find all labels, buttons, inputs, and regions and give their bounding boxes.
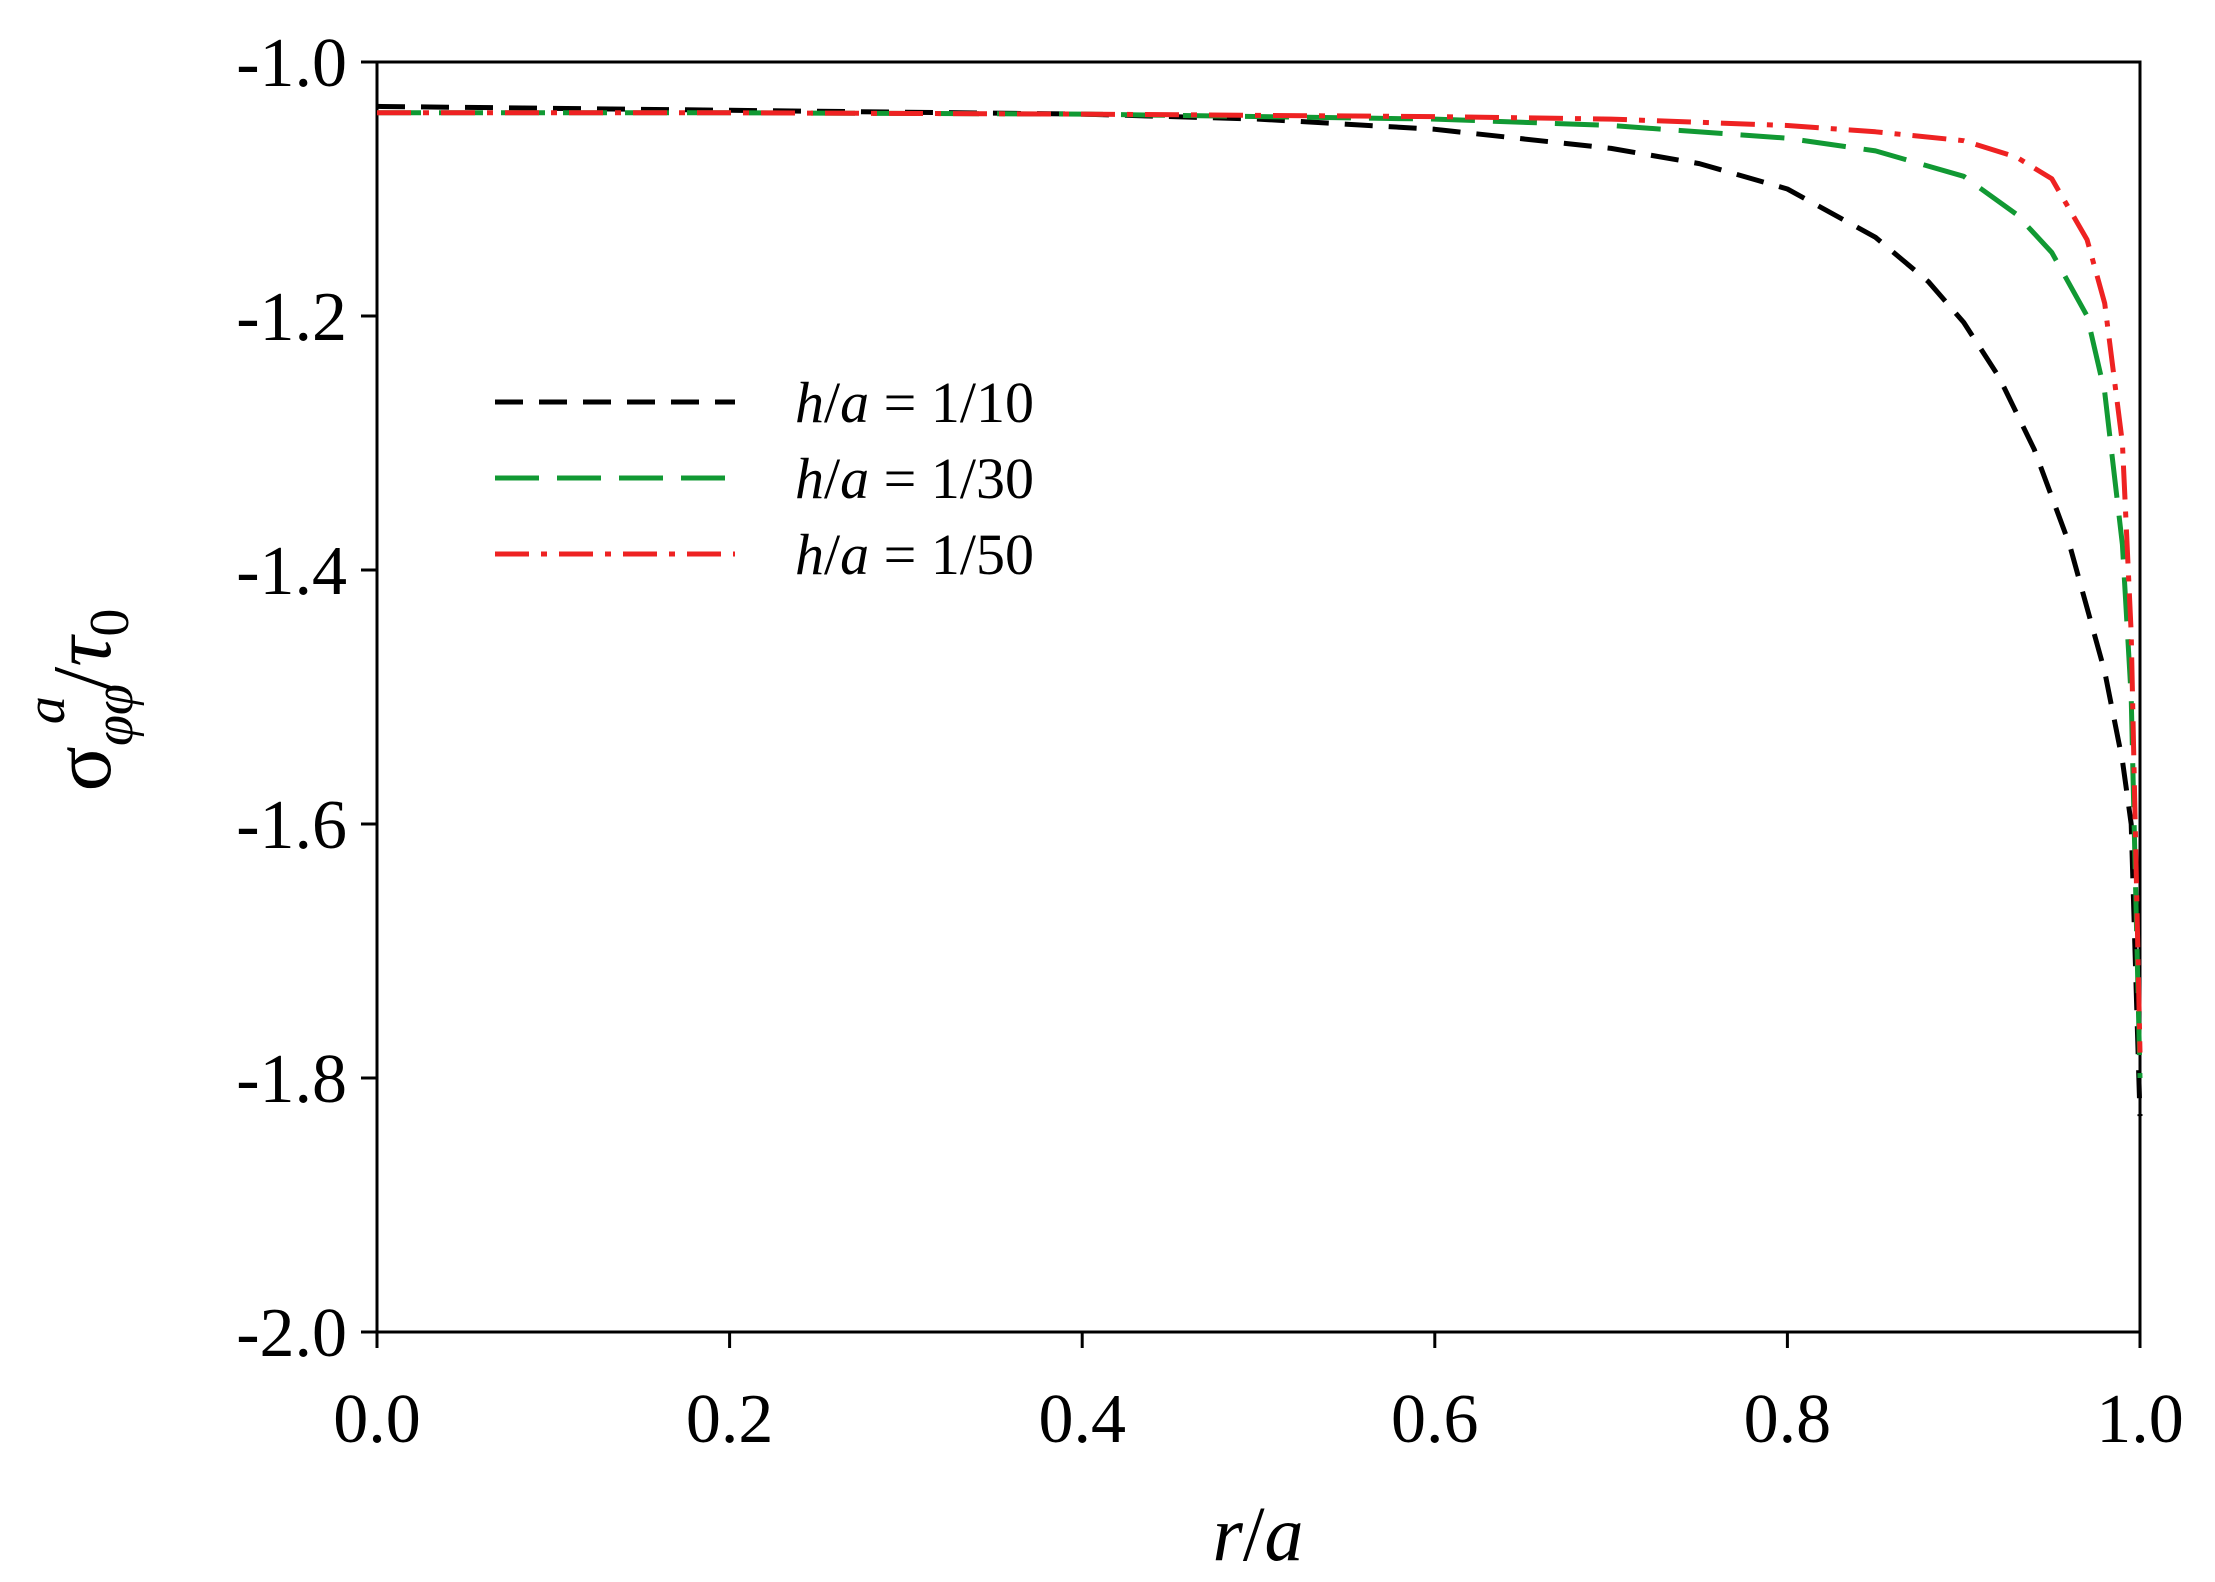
y-tick-label: -1.8 [236,1041,347,1118]
y-axis-ticks: -1.0 -1.2 -1.4 -1.6 -1.8 -2.0 [236,25,377,1372]
series-line-3 [377,110,2143,1053]
x-tick-label: 0.8 [1744,1381,1832,1458]
y-tick-label: -1.6 [236,787,347,864]
legend-label-var2: a [840,446,869,511]
legend-label-var2: a [840,370,869,435]
legend-label-slash: / [824,446,841,511]
legend-label-var1: h [795,522,824,587]
x-axis-title: r/a [1212,1490,1303,1577]
y-axis-title-slash: / [36,666,129,690]
legend-label-slash: / [824,370,841,435]
legend-label-rest: = 1/50 [869,522,1034,587]
legend-label-3: h/a = 1/50 [795,522,1034,587]
x-tick-label: 0.2 [686,1381,774,1458]
series-line-1 [376,103,2143,1117]
y-axis-title-tau: τ [36,634,129,667]
x-axis-ticks: 0.0 0.2 0.4 0.6 0.8 1.0 [333,1332,2184,1458]
legend-label-var1: h [795,370,824,435]
legend: h/a = 1/10h/a = 1/30h/a = 1/50 [495,370,1034,587]
svg-text:σφφa/τ0: σφφa /τ0 [15,609,145,792]
y-tick-label: -1.4 [236,533,347,610]
legend-label-slash: / [824,522,841,587]
y-tick-label: -1.0 [236,25,347,102]
legend-label-rest: = 1/10 [869,370,1034,435]
legend-label-2: h/a = 1/30 [795,446,1034,511]
y-axis-title-sigma: σ [36,746,129,791]
series-lines [376,103,2143,1117]
x-tick-label: 0.4 [1038,1381,1126,1458]
legend-label-var1: h [795,446,824,511]
series-line-2 [377,110,2143,1079]
x-tick-label: 1.0 [2096,1381,2184,1458]
x-tick-label: 0.0 [333,1381,421,1458]
legend-label-rest: = 1/30 [869,446,1034,511]
x-tick-label: 0.6 [1391,1381,1479,1458]
plot-frame [375,60,2142,1334]
x-axis-title-slash: / [1243,1490,1265,1577]
x-axis-title-var2: a [1265,1490,1304,1577]
y-axis-title-subscript: φφ [83,684,145,746]
y-tick-label: -2.0 [236,1295,347,1372]
y-axis-title: σφφa /τ0 [15,609,145,792]
legend-label-1: h/a = 1/10 [795,370,1034,435]
y-axis-title-tau-sub: 0 [79,609,141,637]
x-axis-title-var1: r [1212,1490,1243,1577]
y-axis-title-superscript: a [15,696,77,724]
legend-label-var2: a [840,522,869,587]
y-tick-label: -1.2 [236,279,347,356]
